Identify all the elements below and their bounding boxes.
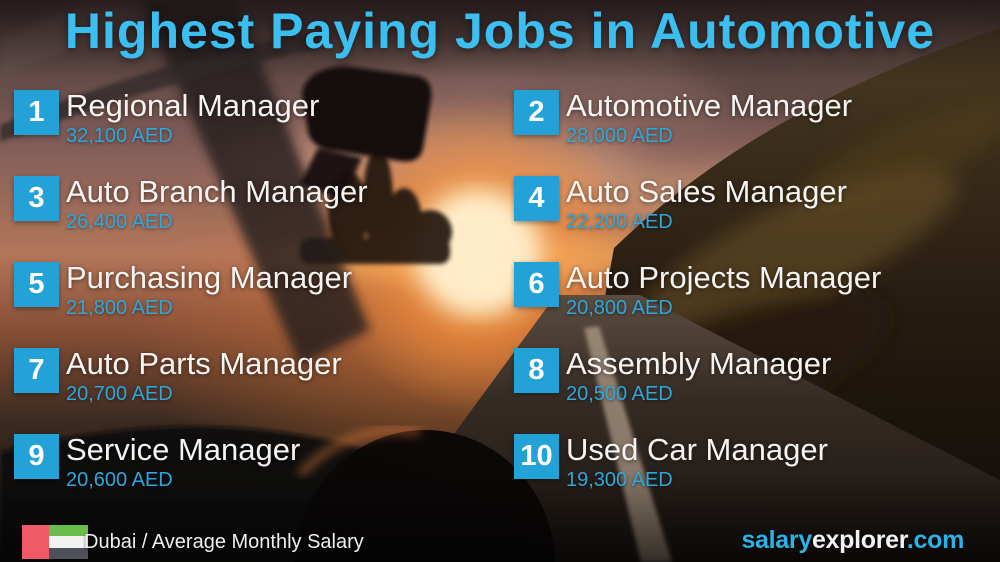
rank-badge: 4 [514,176,559,221]
job-title: Service Manager [66,432,301,467]
rank-badge: 6 [514,262,559,307]
salary-value: 20,500 AED [566,383,673,405]
job-title: Auto Sales Manager [566,174,847,209]
rank-badge: 8 [514,348,559,393]
page-title: Highest Paying Jobs in Automotive [64,3,936,59]
salary-value: 20,600 AED [66,469,173,491]
entry-text: Purchasing Manager 21,800 AED [66,260,352,320]
ranking-entry: 5 Purchasing Manager 21,800 AED [0,260,500,346]
salary-value: 22,200 AED [566,211,673,233]
ranking-entry: 8 Assembly Manager 20,500 AED [500,346,1000,432]
ranking-entry: 7 Auto Parts Manager 20,700 AED [0,346,500,432]
job-title: Assembly Manager [566,346,832,381]
job-title: Auto Projects Manager [566,260,882,295]
ranking-entry: 10 Used Car Manager 19,300 AED [500,432,1000,518]
salary-value: 28,000 AED [566,125,673,147]
rank-badge: 9 [14,434,59,479]
flag-stripes [49,525,88,559]
rank-badge: 5 [14,262,59,307]
salary-value: 20,700 AED [66,383,173,405]
rank-badge: 1 [14,90,59,135]
entry-text: Auto Parts Manager 20,700 AED [66,346,342,406]
uae-flag-icon [22,525,88,559]
brand-link[interactable]: salaryexplorer.com [741,526,964,555]
ranking-entry: 6 Auto Projects Manager 20,800 AED [500,260,1000,346]
rank-badge: 3 [14,176,59,221]
salary-value: 32,100 AED [66,125,173,147]
entry-text: Auto Sales Manager 22,200 AED [566,174,847,234]
brand-domain: .com [906,526,964,554]
job-title: Auto Parts Manager [66,346,342,381]
rank-badge: 10 [514,434,559,479]
flag-red-band [22,525,49,559]
ranking-entry: 2 Automotive Manager 28,000 AED [500,88,1000,174]
ranking-entry: 3 Auto Branch Manager 26,400 AED [0,174,500,260]
job-title: Auto Branch Manager [66,174,368,209]
entry-text: Used Car Manager 19,300 AED [566,432,828,492]
entry-text: Assembly Manager 20,500 AED [566,346,831,406]
tree-silhouettes [300,148,452,264]
salary-value: 26,400 AED [66,211,173,233]
brand-salary: salary [741,526,812,554]
job-title: Regional Manager [66,88,320,123]
rank-badge: 2 [514,90,559,135]
entry-text: Automotive Manager 28,000 AED [566,88,852,148]
entry-text: Regional Manager 32,100 AED [66,88,319,148]
entry-text: Auto Projects Manager 20,800 AED [566,260,881,320]
rank-badge: 7 [14,348,59,393]
job-title: Purchasing Manager [66,260,353,295]
ranking-entry: 1 Regional Manager 32,100 AED [0,88,500,174]
brand-explorer: explorer [811,526,907,554]
location-caption: Dubai / Average Monthly Salary [84,531,364,553]
ranking-entry: 9 Service Manager 20,600 AED [0,432,500,518]
entry-text: Auto Branch Manager 26,400 AED [66,174,368,234]
salary-value: 20,800 AED [566,297,673,319]
ranking-grid: 1 Regional Manager 32,100 AED 2 Automoti… [0,88,1000,518]
job-title: Used Car Manager [566,432,828,467]
salary-value: 19,300 AED [566,469,673,491]
salary-value: 21,800 AED [66,297,173,319]
entry-text: Service Manager 20,600 AED [66,432,300,492]
ranking-entry: 4 Auto Sales Manager 22,200 AED [500,174,1000,260]
job-title: Automotive Manager [566,88,853,123]
